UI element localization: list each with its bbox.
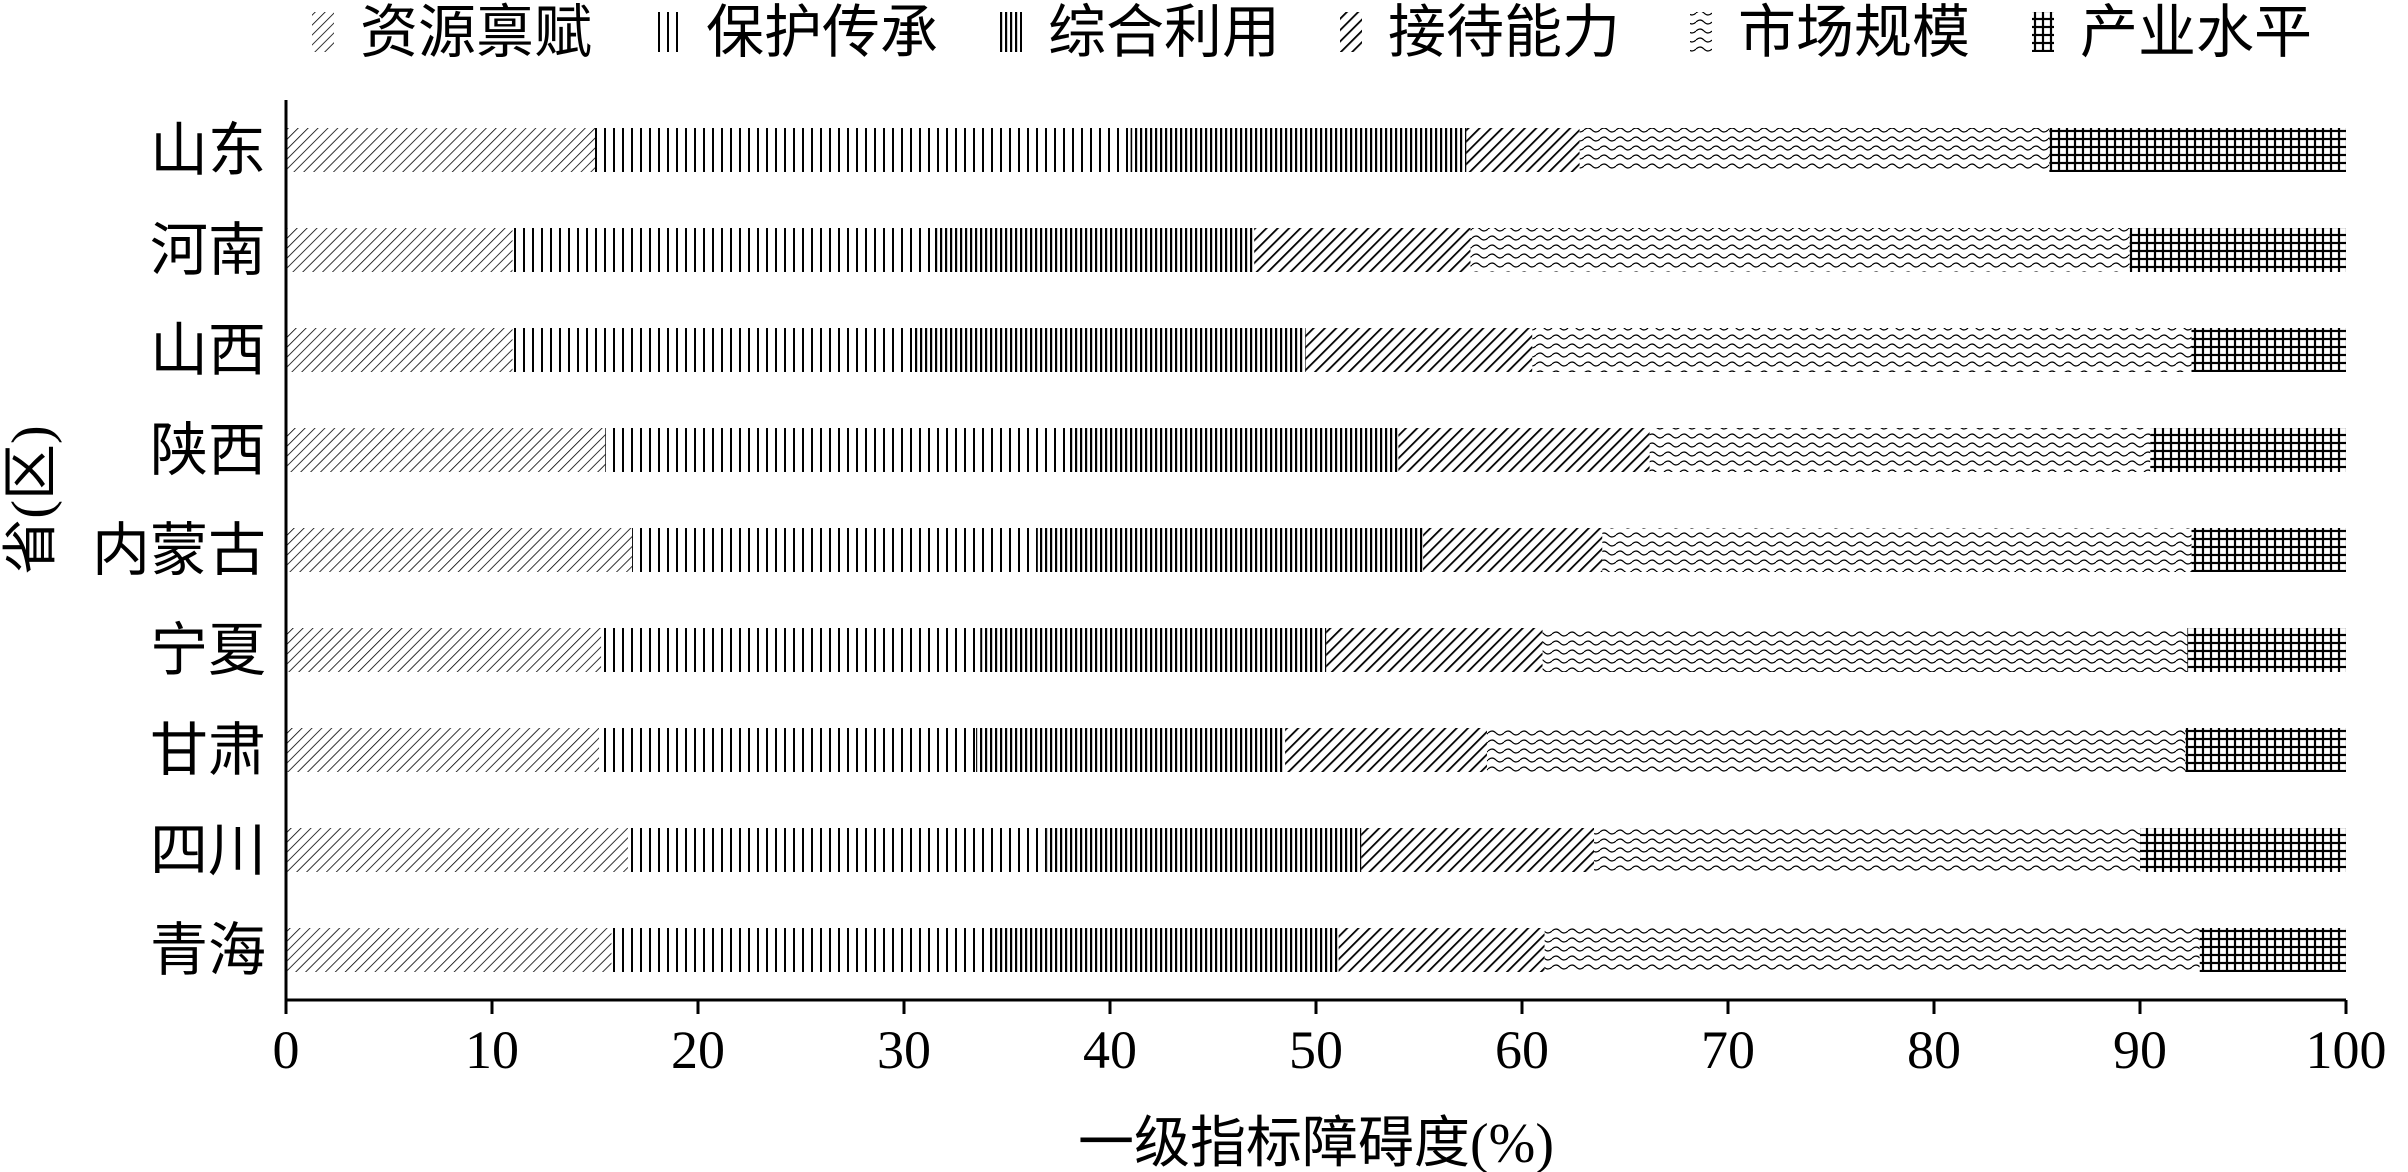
x-axis-title: 一级指标障碍度(%) [1078,1113,1554,1172]
legend-swatch [1000,12,1022,52]
legend-swatch [1690,12,1712,52]
bar-segment-2-6 [2129,228,2346,272]
bar-segment-5-1 [286,528,633,572]
bar-segment-6-1 [286,628,602,672]
legend-label: 产业水平 [2080,0,2312,65]
bar-segment-2-3 [934,228,1255,272]
x-tick-label: 70 [1701,1020,1755,1080]
bar-segment-9-2 [611,928,989,972]
bar-segment-7-4 [1285,728,1487,772]
bar-segment-4-1 [286,428,606,472]
bar-segment-6-6 [2187,628,2346,672]
legend-swatch [1340,12,1362,52]
category-label: 宁夏 [150,618,266,683]
legend-swatch [312,12,334,52]
bar-segment-8-1 [286,828,628,872]
category-label: 内蒙古 [92,518,266,583]
x-tick-label: 100 [2306,1020,2387,1080]
y-axis-title: 省(区) [1,425,63,574]
bar-segment-7-6 [2185,728,2346,772]
bars-layer [286,128,2346,972]
bar-segment-2-1 [286,228,513,272]
category-label: 四川 [150,818,266,883]
bar-segment-3-3 [914,328,1306,372]
bar-segment-7-2 [599,728,977,772]
bar-segment-5-2 [632,528,1038,572]
category-label: 甘肃 [150,718,266,783]
bar-segment-4-2 [605,428,1069,472]
x-tick-label: 0 [273,1020,300,1080]
bar-segment-4-4 [1398,428,1650,472]
x-tick-label: 60 [1495,1020,1549,1080]
x-tick-label: 10 [465,1020,519,1080]
x-tick-label: 20 [671,1020,725,1080]
bar-segment-6-4 [1326,628,1543,672]
category-label: 山西 [150,318,266,383]
bar-segment-9-4 [1338,928,1545,972]
bar-segment-7-1 [286,728,600,772]
bar-segment-1-3 [1130,128,1467,172]
bar-segment-1-6 [2049,128,2346,172]
bar-segment-8-6 [2140,828,2346,872]
bar-segment-2-2 [512,228,935,272]
bar-segment-1-1 [286,128,595,172]
legend: 资源禀赋 保护传承 综合利用 接待能力 市场规模 产业水平 [312,0,2312,65]
legend-swatch [2032,12,2054,52]
bar-segment-3-2 [512,328,915,372]
bar-segment-3-4 [1305,328,1533,372]
bar-segment-7-3 [976,728,1286,772]
category-label: 青海 [150,918,266,983]
x-tick-label: 80 [1907,1020,1961,1080]
bar-segment-5-6 [2191,528,2346,572]
x-tick-label: 90 [2113,1020,2167,1080]
legend-label: 接待能力 [1388,0,1620,65]
bar-segment-1-2 [595,128,1131,172]
bar-segment-8-4 [1361,828,1595,872]
bar-segment-8-2 [627,828,1047,872]
bar-segment-9-3 [988,928,1339,972]
legend-label: 资源禀赋 [360,0,592,65]
bar-segment-9-5 [1544,928,2200,972]
bar-segment-1-5 [1579,128,2050,172]
bar-segment-2-5 [1470,228,2130,272]
bar-segment-5-5 [1602,528,2192,572]
bar-segment-9-1 [286,928,612,972]
x-tick-label: 30 [877,1020,931,1080]
x-ticks: 0 10 20 30 40 50 60 70 80 90 100 [273,1000,2387,1080]
bar-segment-3-1 [286,328,513,372]
bar-segment-2-4 [1254,228,1471,272]
bar-segment-9-6 [2199,928,2346,972]
bar-segment-4-3 [1068,428,1399,472]
legend-swatch [658,12,680,52]
bar-segment-5-3 [1037,528,1424,572]
bar-segment-4-6 [2150,428,2346,472]
bar-segment-3-5 [1532,328,2192,372]
bar-segment-4-5 [1649,428,2151,472]
x-tick-label: 40 [1083,1020,1137,1080]
bar-segment-3-6 [2191,328,2346,372]
bar-segment-6-3 [980,628,1327,672]
legend-label: 保护传承 [706,0,938,65]
bar-segment-5-4 [1423,528,1603,572]
bar-segment-6-2 [601,628,981,672]
legend-label: 综合利用 [1048,0,1280,65]
category-label: 陕西 [150,418,266,483]
category-label: 河南 [150,218,266,283]
category-label: 山东 [150,118,266,183]
bar-segment-6-5 [1542,628,2188,672]
legend-label: 市场规模 [1738,0,1970,65]
bar-segment-7-5 [1486,728,2186,772]
x-tick-label: 50 [1289,1020,1343,1080]
bar-segment-8-5 [1594,828,2140,872]
bar-segment-1-4 [1466,128,1580,172]
bar-segment-8-3 [1046,828,1362,872]
